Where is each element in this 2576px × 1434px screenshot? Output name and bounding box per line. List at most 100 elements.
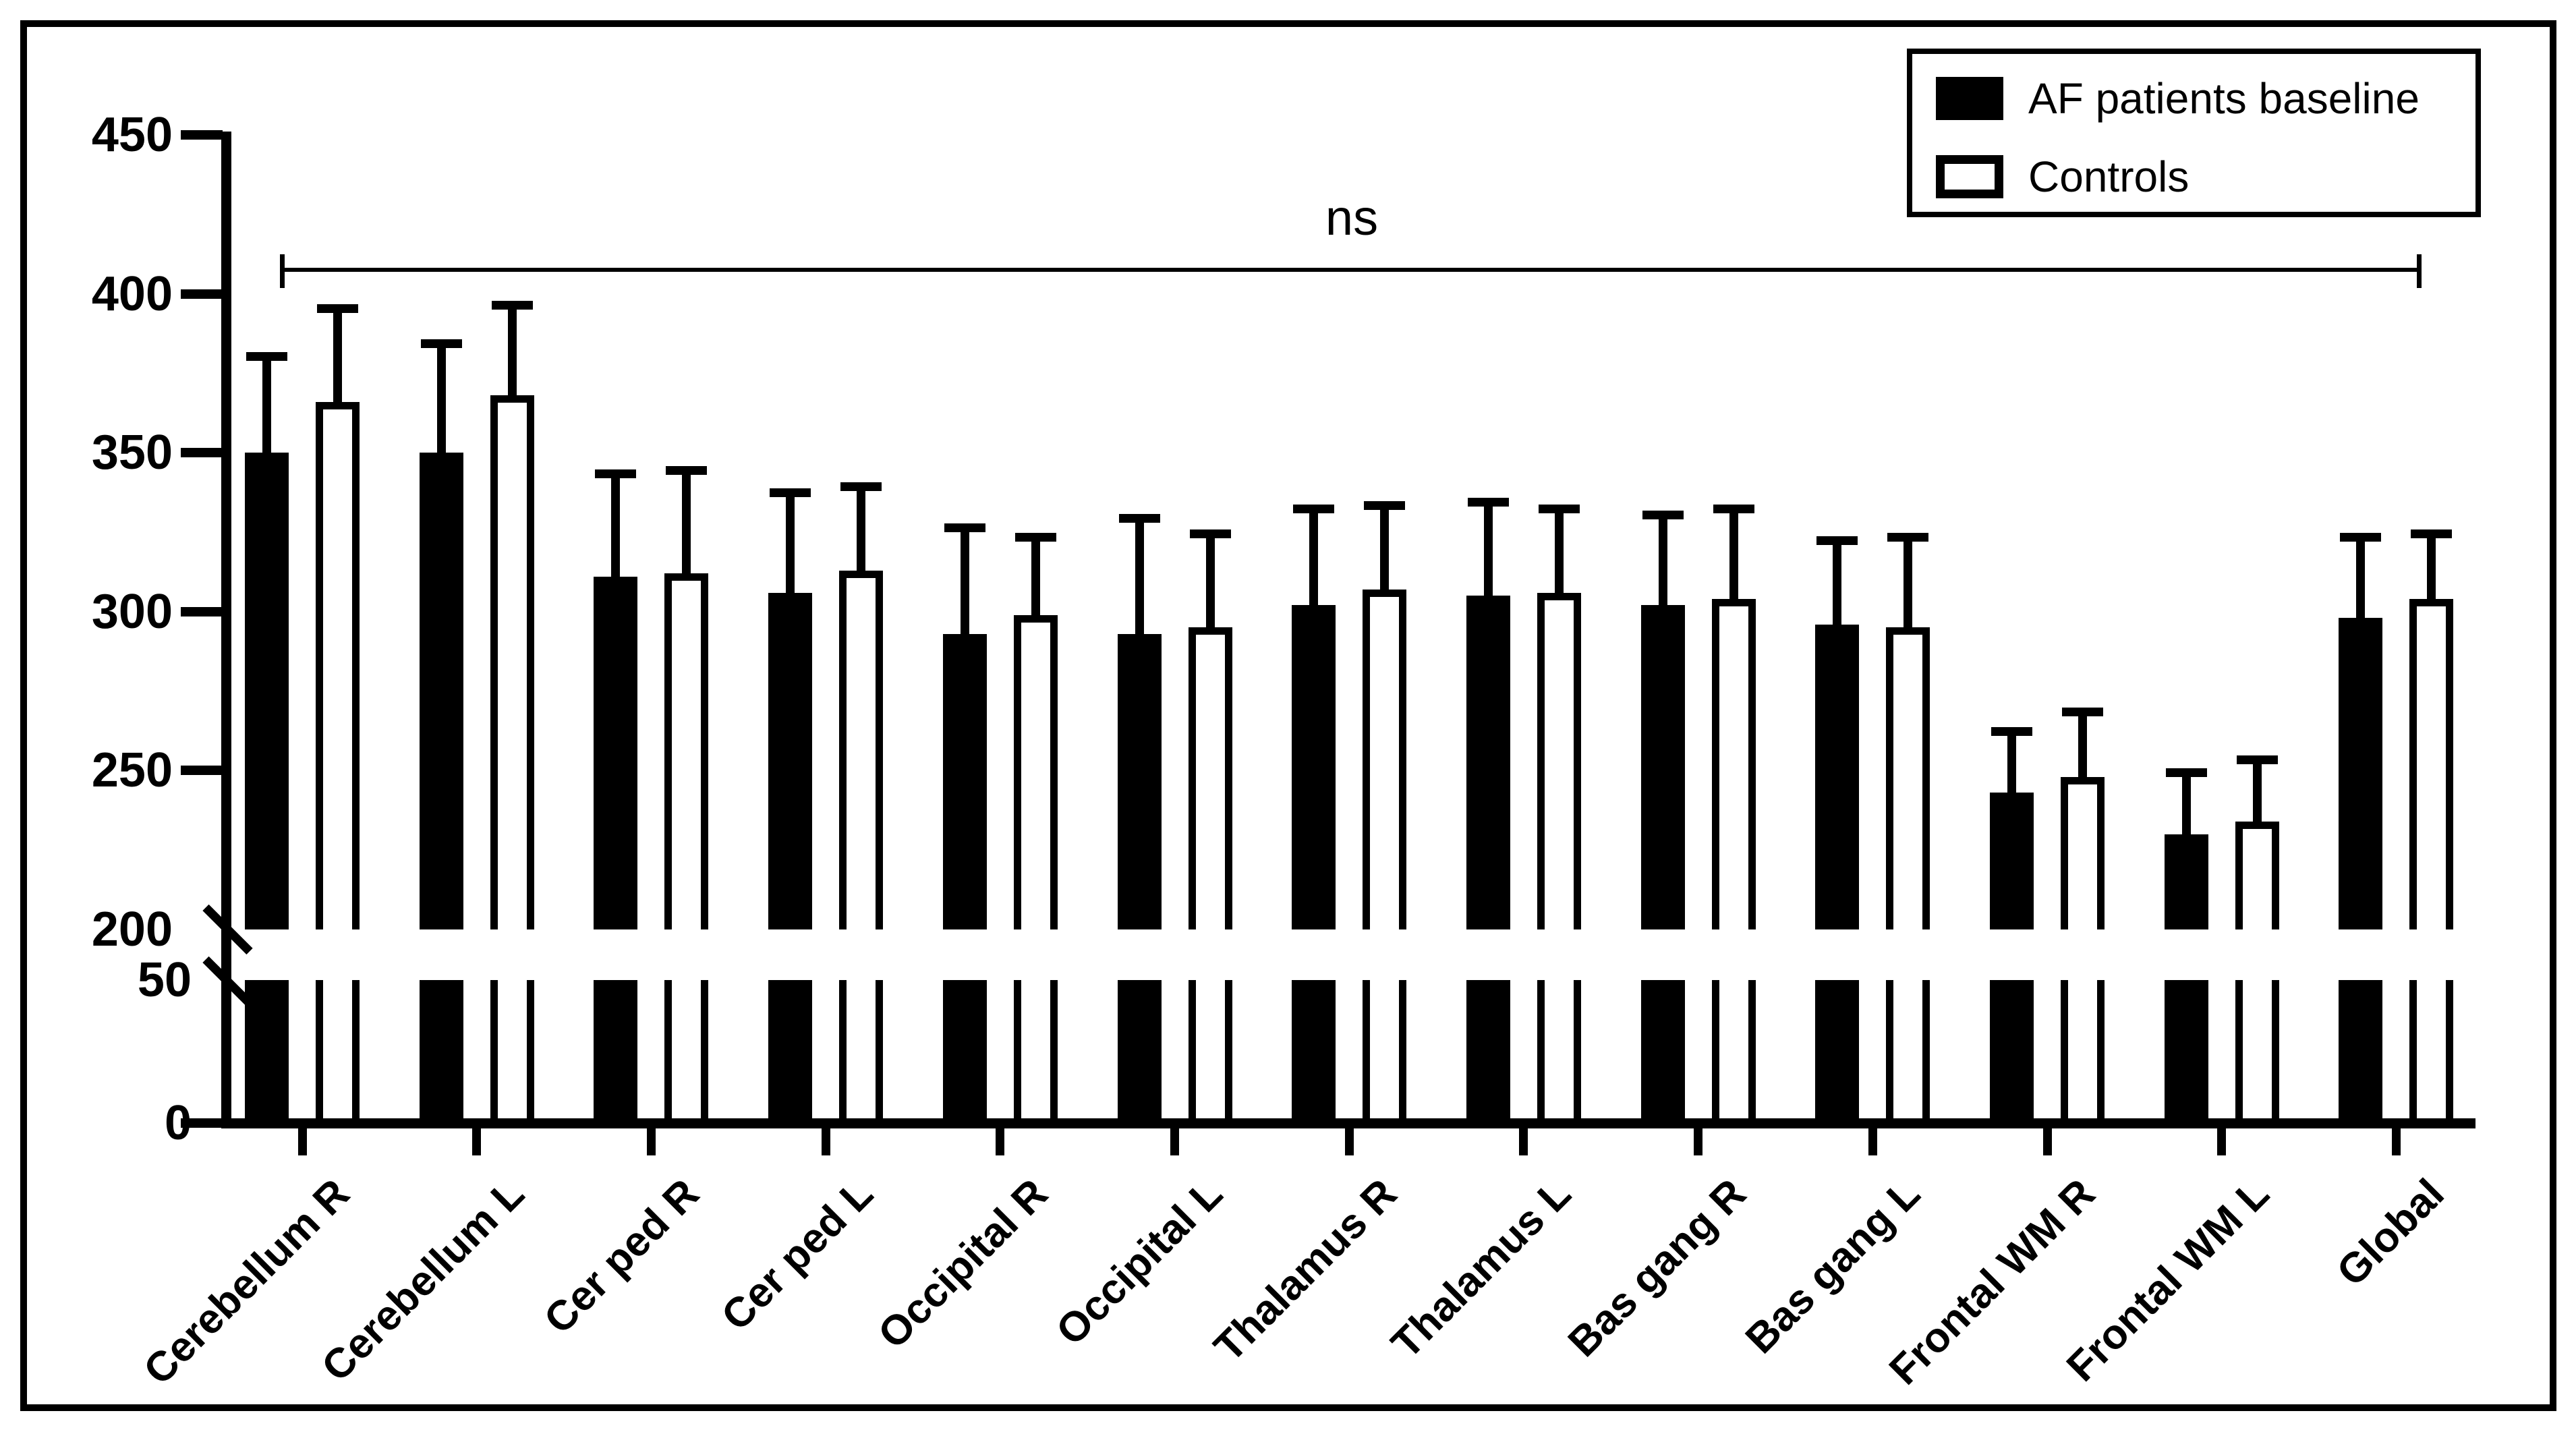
- error-bar-stem: [436, 347, 446, 455]
- x-tick-label: Occipital R: [869, 1170, 1057, 1358]
- error-bar-cap: [2236, 755, 2278, 764]
- y-tick-label: 300: [91, 584, 173, 639]
- af-bar-upper: [245, 453, 289, 929]
- error-bar-stem: [682, 474, 691, 575]
- controls-bar-upper: [1711, 598, 1756, 929]
- x-tick-label: Occipital L: [1047, 1170, 1232, 1354]
- error-bar-cap: [1991, 726, 2032, 736]
- controls-bar-upper: [1363, 589, 1407, 929]
- x-tick: [996, 1128, 1005, 1155]
- controls-bar-lower: [1363, 980, 1407, 1126]
- controls-bar-lower: [1188, 980, 1232, 1126]
- controls-bar-upper: [1886, 627, 1930, 929]
- y-tick: [181, 1118, 223, 1128]
- x-tick: [1868, 1128, 1877, 1155]
- error-bar-cap: [1816, 536, 1858, 545]
- x-tick-label: Bas gang L: [1737, 1170, 1930, 1363]
- af-bar-lower: [2339, 980, 2383, 1126]
- error-bar-stem: [1031, 541, 1040, 616]
- af-bar-upper: [1990, 793, 2034, 929]
- af-bar-upper: [2339, 618, 2383, 929]
- x-tick: [1519, 1128, 1528, 1155]
- x-tick: [1344, 1128, 1354, 1155]
- y-tick-label: 200: [91, 902, 173, 956]
- af-bar-lower: [419, 980, 463, 1126]
- controls-bar-upper: [490, 395, 534, 929]
- error-bar-stem: [2356, 541, 2366, 620]
- af-bar-lower: [2164, 980, 2208, 1126]
- af-bar-upper: [1117, 633, 1162, 929]
- error-bar-cap: [840, 482, 882, 491]
- error-bar-stem: [1729, 512, 1738, 600]
- controls-bar-upper: [1188, 627, 1232, 929]
- error-bar-stem: [1483, 506, 1493, 598]
- error-bar-cap: [1118, 513, 1160, 523]
- y-tick-label: 50: [137, 953, 192, 1007]
- controls-bar-upper: [664, 573, 709, 929]
- af-bar-lower: [594, 980, 638, 1126]
- error-bar-stem: [786, 496, 795, 594]
- error-bar-stem: [611, 477, 621, 578]
- error-bar-cap: [2062, 708, 2103, 717]
- controls-bar-lower: [490, 980, 534, 1126]
- error-bar-cap: [1293, 504, 1335, 513]
- x-tick: [646, 1128, 656, 1155]
- y-tick: [181, 606, 223, 616]
- x-tick-label: Global: [2328, 1170, 2453, 1296]
- af-bar-lower: [1990, 980, 2034, 1126]
- af-bar-upper: [942, 633, 987, 929]
- error-bar-cap: [770, 488, 811, 498]
- error-bar-cap: [1467, 498, 1509, 507]
- y-tick-label: 250: [91, 743, 173, 798]
- error-bar-stem: [1309, 512, 1319, 607]
- error-bar-stem: [2007, 735, 2016, 795]
- x-tick: [1694, 1128, 1703, 1155]
- af-bar-lower: [942, 980, 987, 1126]
- controls-bar-lower: [2235, 980, 2279, 1126]
- legend-swatch-af-patients: [1936, 77, 2003, 120]
- error-bar-stem: [2181, 776, 2191, 836]
- legend: AF patients baseline Controls: [1907, 49, 2481, 217]
- controls-bar-lower: [2061, 980, 2105, 1126]
- controls-bar-upper: [1013, 614, 1058, 929]
- af-bar-lower: [768, 980, 813, 1126]
- x-tick: [297, 1128, 307, 1155]
- error-bar-cap: [1014, 533, 1056, 542]
- controls-bar-lower: [2409, 980, 2454, 1126]
- af-bar-lower: [1466, 980, 1510, 1126]
- error-bar-cap: [944, 523, 985, 532]
- x-tick: [1170, 1128, 1179, 1155]
- af-bar-upper: [2164, 834, 2208, 929]
- x-tick: [2042, 1128, 2052, 1155]
- error-bar-stem: [1658, 519, 1667, 607]
- controls-bar-upper: [2409, 598, 2454, 929]
- error-bar-cap: [246, 351, 287, 361]
- error-bar-stem: [2252, 763, 2262, 823]
- error-bar-cap: [1364, 501, 1406, 511]
- error-bar-cap: [2411, 529, 2453, 539]
- controls-bar-upper: [2061, 776, 2105, 929]
- x-tick: [2217, 1128, 2227, 1155]
- significance-bracket-line: [280, 268, 2422, 272]
- legend-label-af-patients: AF patients baseline: [2028, 74, 2420, 123]
- x-axis-line: [221, 1118, 2475, 1128]
- af-bar-upper: [1292, 605, 1336, 929]
- af-bar-upper: [594, 576, 638, 929]
- x-tick-label: Bas gang R: [1559, 1170, 1755, 1366]
- error-bar-stem: [857, 490, 866, 572]
- error-bar-stem: [1380, 509, 1390, 591]
- error-bar-stem: [1904, 541, 1913, 629]
- error-bar-cap: [317, 304, 358, 313]
- af-bar-lower: [1117, 980, 1162, 1126]
- x-tick: [472, 1128, 482, 1155]
- af-bar-upper: [768, 592, 813, 929]
- error-bar-stem: [1833, 544, 1842, 626]
- y-tick-label: 400: [91, 266, 173, 321]
- error-bar-stem: [262, 360, 271, 455]
- error-bar-stem: [2427, 538, 2436, 600]
- af-bar-lower: [245, 980, 289, 1126]
- x-tick: [821, 1128, 830, 1155]
- af-bar-lower: [1292, 980, 1336, 1126]
